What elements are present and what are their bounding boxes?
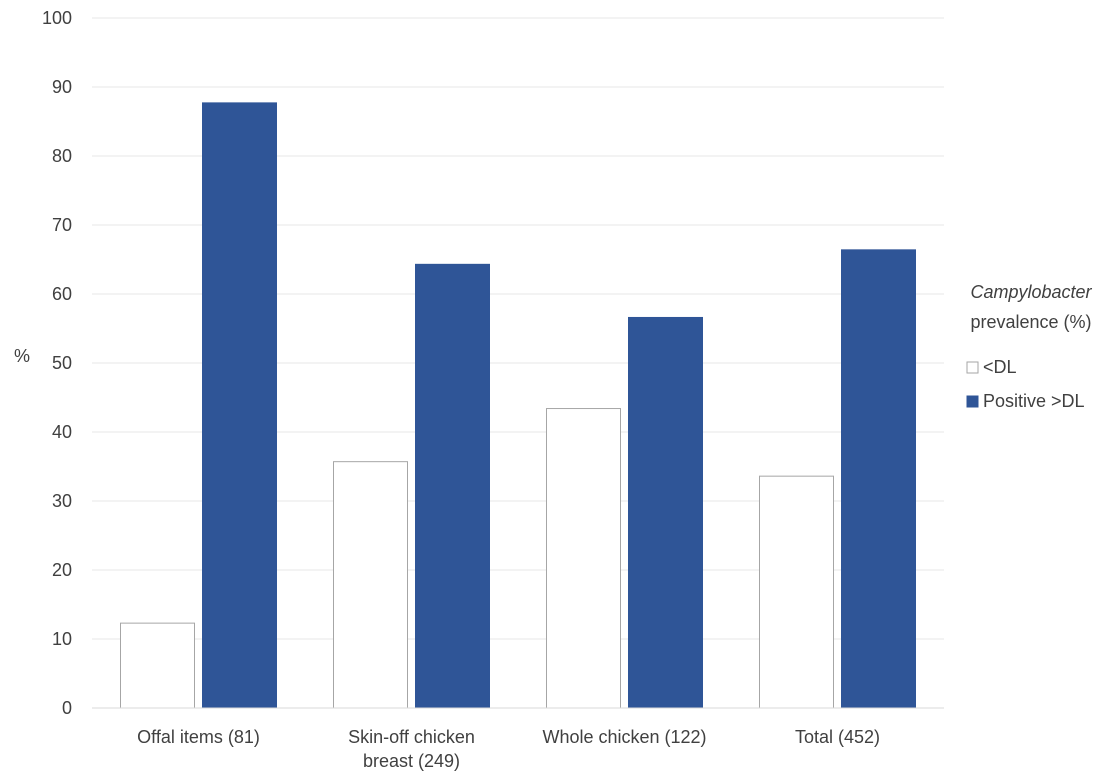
y-tick-labels: 0 10 20 30 40 50 60 70 80 90 100	[42, 8, 72, 718]
y-axis-label: %	[14, 346, 30, 366]
bar-positive-2	[628, 316, 703, 709]
legend-title-italic: Campylobacter	[970, 282, 1092, 302]
legend-swatch	[966, 361, 979, 374]
bar-positive-3	[841, 249, 916, 709]
y-tick-label: 50	[52, 353, 72, 373]
legend-title-line2: prevalence (%)	[970, 312, 1091, 332]
y-tick-label: 90	[52, 77, 72, 97]
legend-label: <DL	[983, 357, 1017, 377]
y-tick-label: 0	[62, 698, 72, 718]
bar-below-dl-2	[546, 408, 621, 709]
bars	[120, 102, 916, 709]
bar-below-dl-0	[120, 622, 195, 709]
bar-below-dl-1	[333, 461, 408, 709]
x-category-label: Offal items (81)	[137, 727, 260, 747]
bar-positive-1	[415, 263, 490, 709]
x-category-label: Total (452)	[795, 727, 880, 747]
y-tick-label: 70	[52, 215, 72, 235]
x-category-label: Whole chicken (122)	[542, 727, 706, 747]
bar-below-dl-3	[759, 475, 834, 709]
y-tick-label: 40	[52, 422, 72, 442]
y-tick-label: 20	[52, 560, 72, 580]
legend-swatch	[966, 395, 979, 408]
x-category-labels: Offal items (81) Skin-off chicken breast (…	[137, 727, 880, 771]
legend-label: Positive >DL	[983, 391, 1085, 411]
bar-positive-0	[202, 102, 277, 709]
y-tick-label: 10	[52, 629, 72, 649]
legend-title: Campylobacter	[970, 282, 1092, 302]
y-tick-label: 30	[52, 491, 72, 511]
y-tick-label: 60	[52, 284, 72, 304]
legend: Campylobacter prevalence (%) <DL Positive…	[966, 282, 1093, 411]
x-category-label: Skin-off chicken breast (249)	[348, 727, 475, 771]
y-tick-label: 80	[52, 146, 72, 166]
y-tick-label: 100	[42, 8, 72, 28]
legend-items: <DL Positive >DL	[966, 357, 1085, 411]
